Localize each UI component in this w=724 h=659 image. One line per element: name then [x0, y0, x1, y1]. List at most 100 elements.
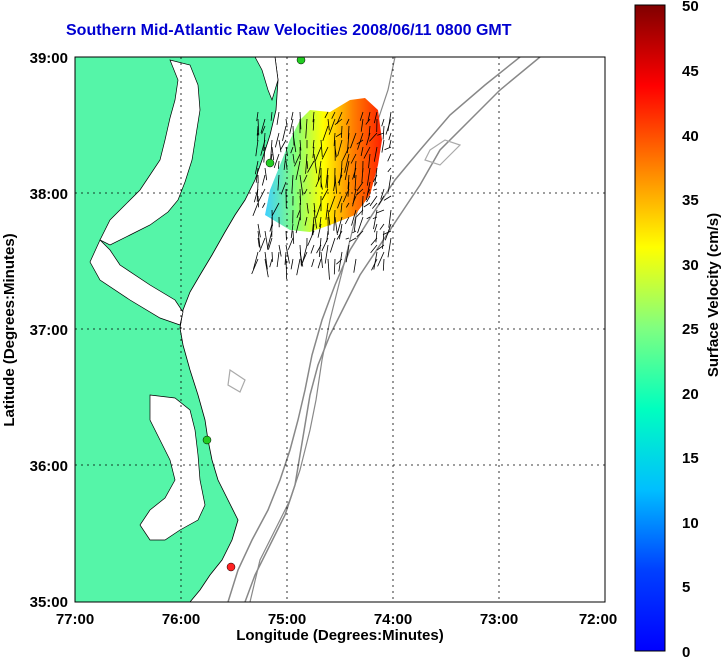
velocity-vector	[337, 216, 343, 234]
velocity-vector	[353, 258, 357, 273]
velocity-vector	[361, 202, 364, 216]
velocity-vector	[367, 111, 371, 121]
velocity-vector	[356, 181, 364, 192]
velocity-vector	[262, 202, 266, 208]
velocity-vector	[317, 258, 322, 269]
velocity-vector	[261, 174, 266, 186]
velocity-vector	[388, 132, 392, 141]
velocity-vector	[282, 125, 287, 141]
velocity-vector	[329, 237, 336, 253]
velocity-vector	[328, 118, 336, 135]
velocity-vector	[350, 153, 357, 164]
velocity-vector	[387, 237, 392, 258]
velocity-vector	[337, 195, 343, 209]
y-tick-label: 39:00	[30, 50, 68, 67]
velocity-vector	[325, 202, 329, 220]
velocity-vector	[319, 216, 322, 227]
velocity-vector	[257, 230, 261, 249]
velocity-vector	[333, 132, 336, 147]
velocity-vector	[315, 174, 322, 188]
velocity-vector	[290, 258, 294, 270]
velocity-vector	[352, 230, 357, 234]
velocity-vector	[327, 118, 330, 131]
velocity-vector	[368, 125, 371, 137]
velocity-vector	[363, 202, 371, 208]
velocity-vector	[255, 167, 259, 183]
velocity-vector	[292, 230, 295, 244]
velocity-vector	[313, 202, 316, 213]
velocity-vector	[273, 153, 280, 169]
velocity-vector	[333, 209, 336, 231]
land-mainland	[75, 57, 279, 602]
velocity-vector	[278, 160, 280, 169]
velocity-vector	[261, 125, 266, 135]
velocity-vector	[285, 230, 287, 241]
velocity-vector	[373, 251, 378, 270]
velocity-vector	[312, 139, 315, 149]
velocity-vector	[337, 139, 343, 157]
velocity-vector	[256, 111, 259, 122]
velocity-vector	[269, 223, 273, 232]
velocity-vector	[316, 244, 322, 254]
velocity-vector	[373, 181, 378, 187]
station-marker	[202, 435, 212, 445]
gridlines	[75, 57, 605, 602]
velocity-vector	[338, 167, 343, 186]
velocity-vector	[257, 237, 260, 247]
station-marker	[296, 57, 306, 65]
velocity-vector	[277, 174, 280, 191]
velocity-vector	[253, 251, 259, 270]
colorbar: 50 45 40 35 30 25 20 15 10 5 0 Surface V…	[634, 0, 722, 659]
velocity-vector	[294, 153, 301, 167]
velocity-vector	[347, 174, 350, 190]
velocity-vector	[336, 258, 343, 265]
velocity-vector	[317, 160, 322, 181]
velocity-vector	[321, 146, 329, 160]
velocity-vector	[264, 167, 268, 181]
velocity-vector	[289, 118, 294, 134]
velocity-vector	[363, 146, 371, 159]
y-tick-label: 35:00	[30, 594, 68, 611]
velocity-vector	[259, 237, 266, 253]
colorbar-tick: 45	[682, 63, 699, 80]
velocity-vector	[296, 209, 301, 219]
velocity-vector	[389, 139, 392, 148]
velocity-vector	[312, 146, 315, 158]
velocity-vector	[335, 132, 343, 138]
velocity-vector	[373, 188, 378, 191]
velocity-vector	[331, 111, 336, 119]
velocity-vector	[382, 258, 385, 271]
velocity-vector	[366, 167, 371, 186]
y-axis-label: Latitude (Degrees:Minutes)	[1, 233, 18, 426]
colorbar-tick: 20	[682, 386, 699, 403]
velocity-vector	[357, 132, 364, 150]
velocity-vector	[334, 216, 338, 236]
velocity-vector	[307, 230, 315, 246]
velocity-vector	[345, 237, 350, 240]
colorbar-tick: 35	[682, 192, 699, 209]
velocity-vector	[337, 174, 343, 184]
colorbar-label: Surface Velocity (cm/s)	[705, 213, 722, 377]
velocity-vector	[344, 160, 350, 181]
velocity-vector	[258, 188, 266, 202]
velocity-vector	[379, 223, 385, 230]
velocity-vector	[356, 139, 364, 145]
velocity-vector	[381, 118, 385, 127]
velocity-vector	[359, 111, 364, 121]
bay-mouth	[89, 239, 184, 326]
velocity-vector	[307, 160, 315, 173]
velocity-vector	[296, 258, 301, 276]
velocity-vector	[320, 139, 323, 157]
velocity-vector	[339, 223, 343, 240]
velocity-vector	[366, 188, 371, 195]
velocity-vector	[328, 195, 336, 213]
velocity-vector	[372, 216, 378, 219]
bathymetry-contour	[244, 57, 541, 602]
velocity-vector	[387, 174, 392, 192]
velocity-vector	[270, 139, 273, 161]
velocity-vector	[285, 258, 288, 280]
velocity-vector	[285, 118, 288, 128]
y-tick-label: 38:00	[30, 186, 68, 203]
velocity-vector	[334, 118, 343, 126]
velocity-vector	[276, 111, 280, 125]
